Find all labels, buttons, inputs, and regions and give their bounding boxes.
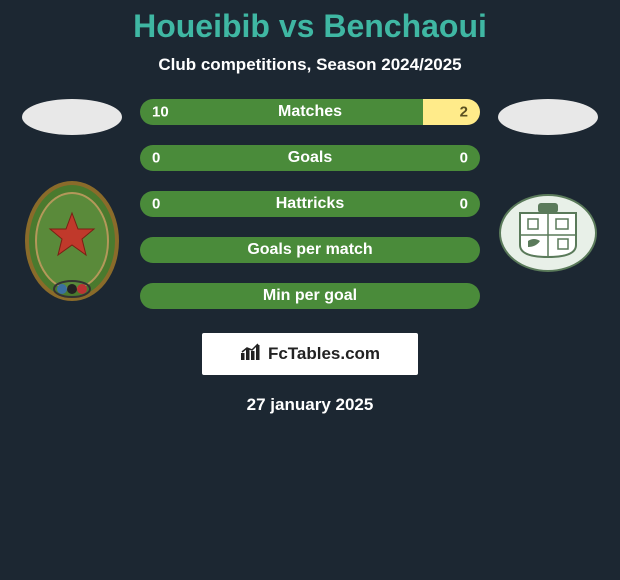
stat-label: Min per goal [263,287,357,305]
left-player-col [22,99,122,301]
right-club-logo [498,173,598,293]
page-subtitle: Club competitions, Season 2024/2025 [0,55,620,75]
stats-bars: Matches 10 2 Goals 0 0 Hattricks 0 0 Goals per ma… [140,99,480,309]
stat-value-left: 10 [152,104,169,121]
left-player-avatar [22,99,122,135]
date-text: 27 january 2025 [0,395,620,415]
right-player-col [498,99,598,293]
club-crest-right-icon [498,193,598,273]
stat-value-right: 0 [460,150,468,167]
page-title: Houeibib vs Benchaoui [0,8,620,45]
stat-row: Min per goal [140,283,480,309]
stat-row: Hattricks 0 0 [140,191,480,217]
stat-value-right: 0 [460,196,468,213]
stat-value-left: 0 [152,150,160,167]
stat-label: Hattricks [276,195,344,213]
stat-label: Goals [288,149,332,167]
stat-bar-right [423,99,480,125]
brand-text: FcTables.com [268,344,380,364]
stat-label: Goals per match [247,241,372,259]
stat-row: Matches 10 2 [140,99,480,125]
left-club-logo [22,181,122,301]
club-crest-left-icon [22,177,122,305]
brand-plate: FcTables.com [202,333,418,375]
stat-row: Goals per match [140,237,480,263]
right-player-avatar [498,99,598,135]
bars-icon [240,343,262,366]
stat-value-left: 0 [152,196,160,213]
comparison-row: Matches 10 2 Goals 0 0 Hattricks 0 0 Goals per ma… [0,99,620,309]
stat-row: Goals 0 0 [140,145,480,171]
stat-value-right: 2 [460,104,468,121]
stat-label: Matches [278,103,342,121]
